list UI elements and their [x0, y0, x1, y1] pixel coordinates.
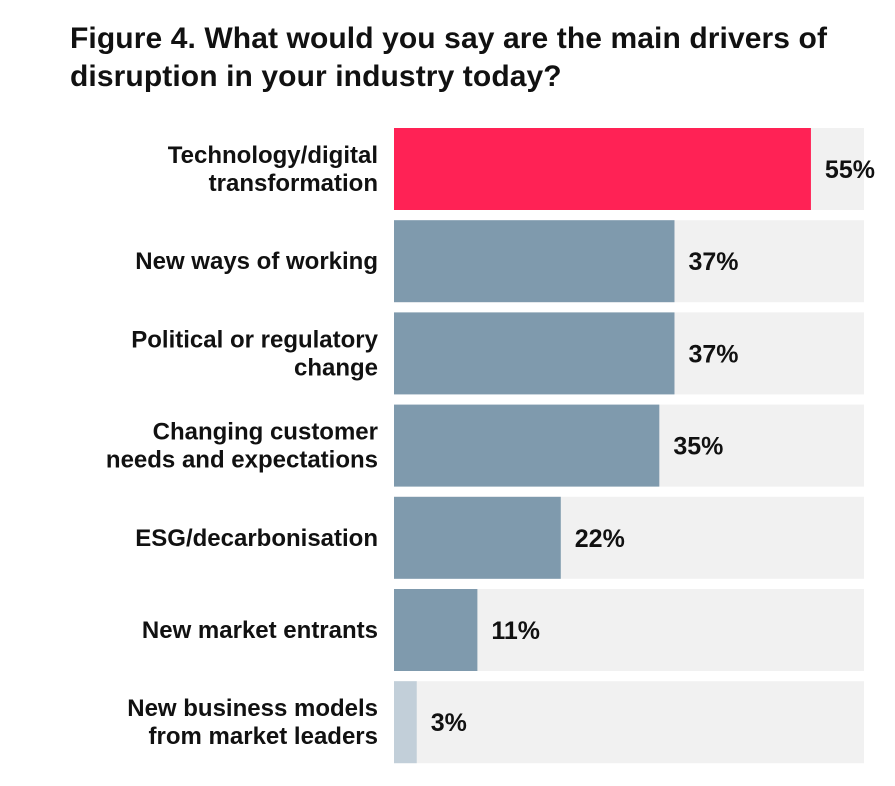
category-label: New business models — [127, 695, 378, 722]
bar-row: 37% New ways of working — [135, 220, 864, 303]
category-label: needs and expectations — [106, 447, 378, 474]
category-label: ESG/decarbonisation — [135, 525, 378, 552]
category-label: Changing customer — [153, 419, 378, 446]
bar — [394, 128, 811, 210]
bar-row: 22% ESG/decarbonisation — [135, 496, 864, 579]
bar — [394, 496, 561, 579]
chart-title-line-1: Figure 4. What would you say are the mai… — [70, 22, 828, 55]
category-label: transformation — [209, 170, 378, 197]
category-label: from market leaders — [149, 723, 378, 750]
value-label: 11% — [491, 617, 540, 645]
bar — [394, 404, 660, 487]
chart-title: Figure 4. What would you say are the mai… — [70, 20, 870, 96]
bar — [394, 589, 478, 671]
value-label: 37% — [688, 248, 738, 276]
category-label: Political or regulatory — [131, 326, 378, 353]
category-label: New ways of working — [135, 248, 378, 275]
value-label: 37% — [688, 340, 738, 368]
value-label: 55% — [825, 156, 875, 184]
value-label: 3% — [431, 709, 467, 737]
value-label: 35% — [673, 433, 723, 461]
bar-track — [394, 681, 864, 764]
bar — [394, 220, 675, 303]
category-label: Technology/digital — [168, 142, 378, 169]
value-label: 22% — [575, 525, 625, 553]
category-label: New market entrants — [142, 617, 378, 644]
bar — [394, 681, 417, 764]
chart-title-line-2: disruption in your industry today? — [70, 60, 562, 93]
bar-row: 11% New market entrants — [142, 589, 864, 671]
category-label: change — [294, 354, 378, 381]
bar — [394, 312, 675, 395]
